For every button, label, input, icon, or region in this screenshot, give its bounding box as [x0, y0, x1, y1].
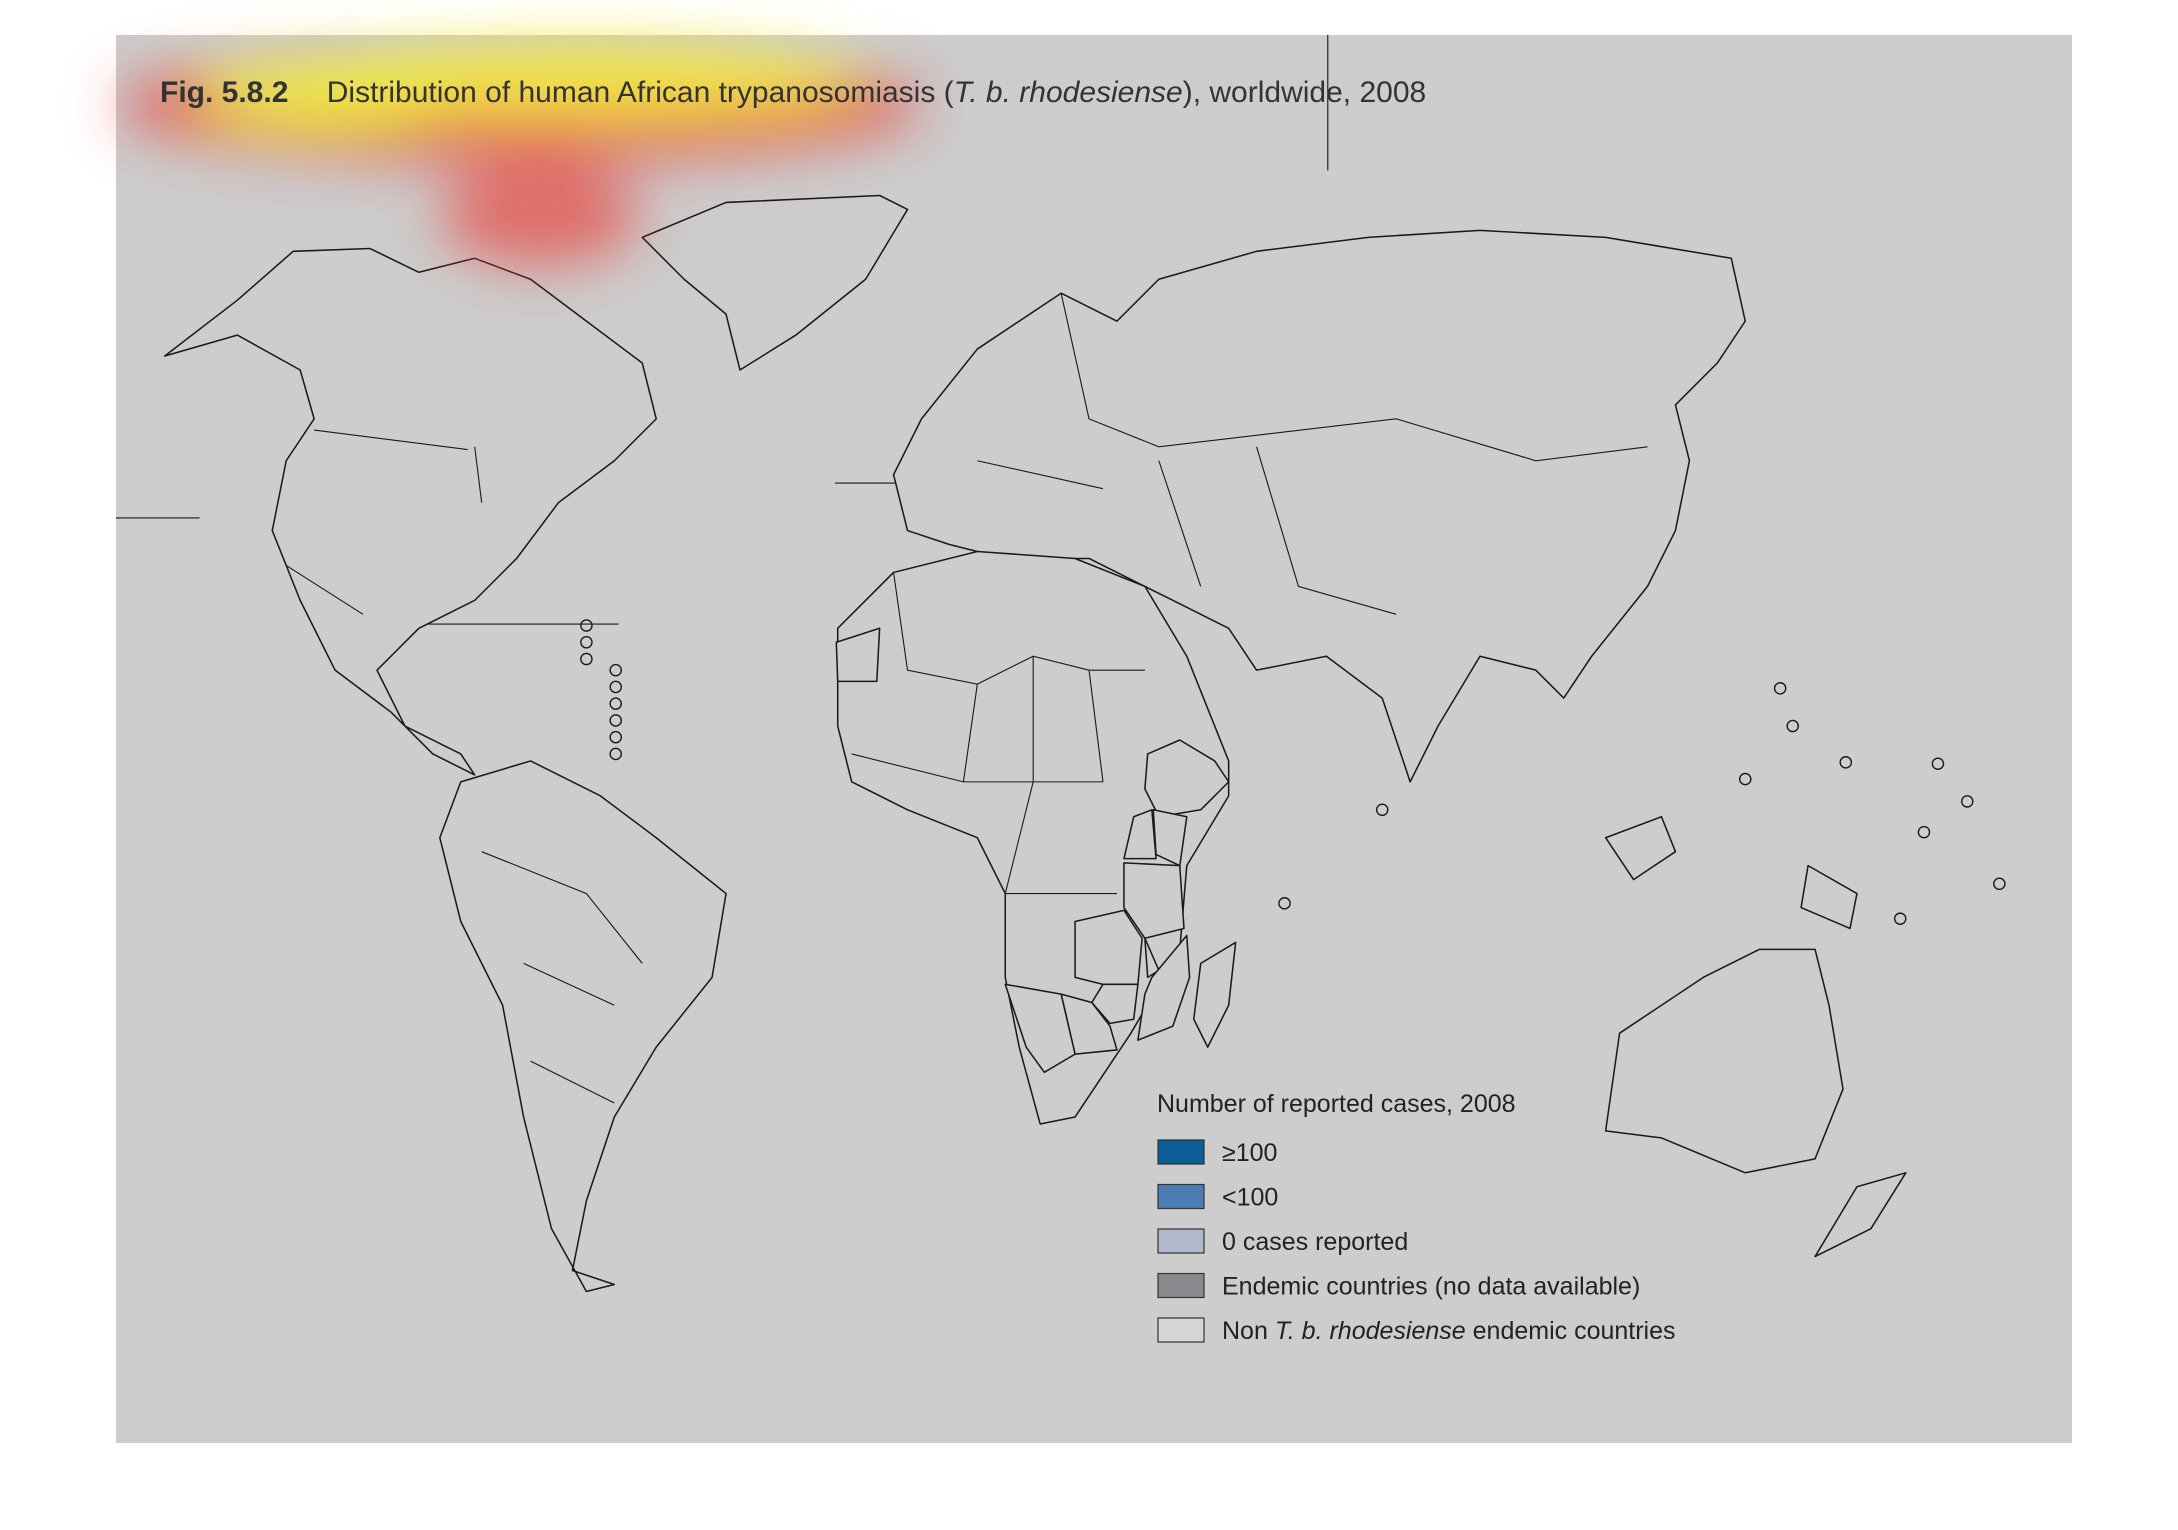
legend-label-part: Endemic countries (no data available) — [1222, 1273, 1640, 1301]
title-text: Distribution of human African trypanosom… — [327, 76, 954, 109]
legend-label: Endemic countries (no data available) — [1222, 1273, 1640, 1301]
north-america — [163, 247, 657, 776]
south-america — [439, 760, 727, 1293]
eurasia — [892, 229, 1747, 783]
legend-label: Non T. b. rhodesiense endemic countries — [1222, 1317, 1676, 1345]
legend-swatch — [1157, 1228, 1205, 1254]
title-text: ), worldwide, 2008 — [1183, 76, 1426, 109]
legend-swatch — [1157, 1317, 1205, 1343]
title-species: T. b. rhodesiense — [954, 76, 1183, 109]
attention-heatmap — [120, 45, 920, 265]
australia — [1604, 948, 1844, 1174]
legend-label-part: <100 — [1222, 1184, 1278, 1212]
greenland — [641, 194, 909, 371]
legend: ≥100 <100 0 cases reported Endemic countrie… — [1157, 1139, 1676, 1345]
legend-label-part: ≥100 — [1222, 1139, 1277, 1167]
legend-swatch — [1157, 1183, 1205, 1210]
figure-title: Fig. 5.8.2 Distribution of human African… — [160, 76, 1426, 109]
legend-label-part: 0 cases reported — [1222, 1228, 1408, 1256]
figure-number: Fig. 5.8.2 — [160, 76, 288, 109]
legend-title: Number of reported cases, 2008 — [1157, 1090, 1516, 1118]
legend-swatch — [1157, 1139, 1205, 1165]
legend-label-part: T. b. rhodesiense — [1275, 1317, 1466, 1345]
legend-label: ≥100 — [1222, 1139, 1277, 1167]
legend-swatch — [1157, 1272, 1205, 1299]
legend-label: <100 — [1222, 1184, 1278, 1212]
legend-label: 0 cases reported — [1222, 1228, 1408, 1256]
legend-label-part: endemic countries — [1466, 1317, 1676, 1345]
island-markers — [580, 619, 2006, 925]
legend-label-part: Non — [1222, 1317, 1275, 1345]
world-map — [115, 34, 2006, 1293]
